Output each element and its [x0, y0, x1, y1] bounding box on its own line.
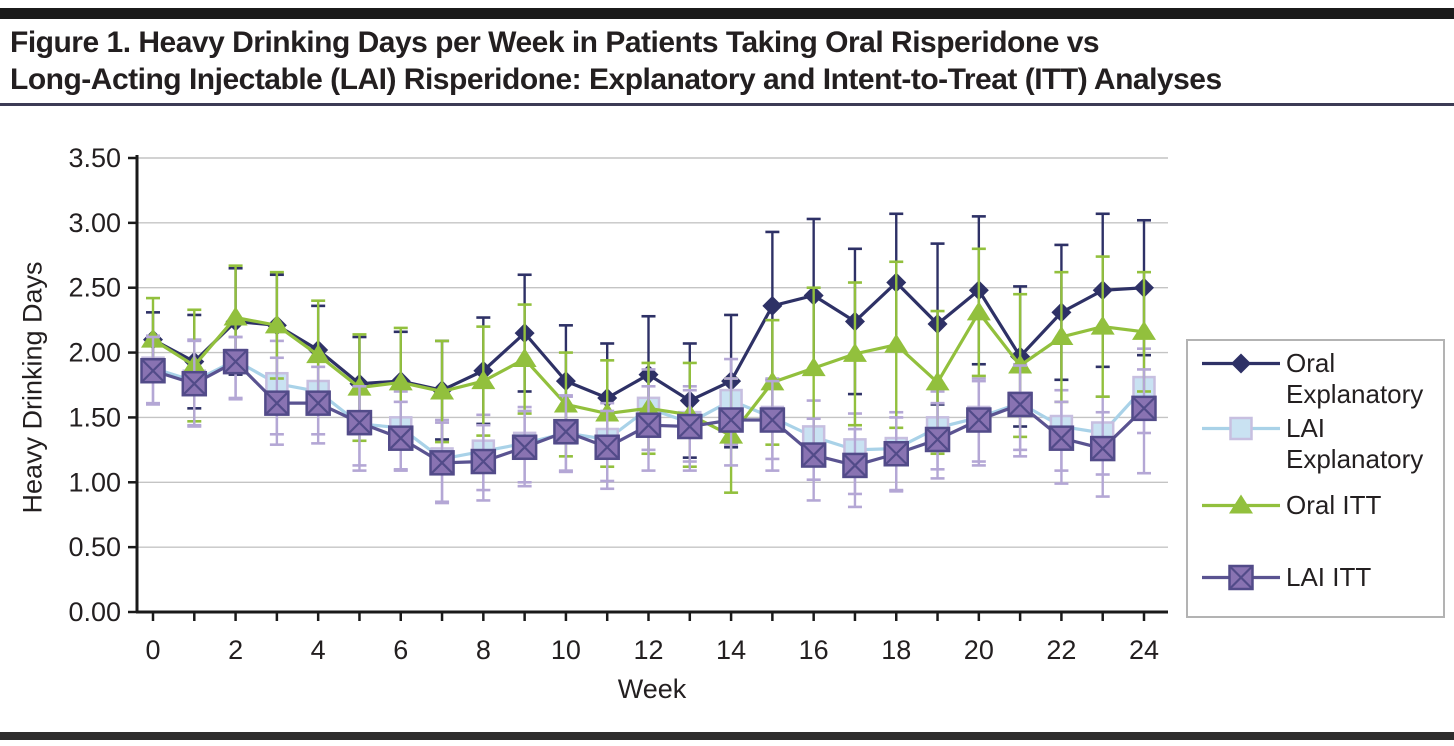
y-axis-label: Heavy Drinking Days [17, 261, 48, 514]
svg-text:2: 2 [228, 635, 243, 665]
svg-text:10: 10 [551, 635, 581, 665]
svg-text:2.00: 2.00 [68, 338, 121, 368]
svg-text:14: 14 [716, 635, 746, 665]
legend-item-lai-explanatory: LAI Explanatory [1200, 413, 1442, 475]
legend-label: Oral ITT [1286, 490, 1382, 520]
svg-text:0.00: 0.00 [68, 597, 121, 627]
legend-label: Oral Explanatory [1286, 348, 1424, 409]
legend-marker-oral-itt-icon [1202, 494, 1280, 514]
svg-text:0.50: 0.50 [68, 532, 121, 562]
svg-text:2.50: 2.50 [68, 273, 121, 303]
legend-marker-oral-explanatory-icon [1202, 353, 1280, 374]
svg-text:12: 12 [633, 635, 663, 665]
legend-label: LAI ITT [1286, 562, 1372, 592]
svg-text:3.50: 3.50 [68, 143, 121, 173]
top-rule-bar [0, 8, 1454, 19]
svg-text:18: 18 [881, 635, 911, 665]
svg-text:4: 4 [311, 635, 326, 665]
legend-label: LAI Explanatory [1286, 413, 1424, 474]
x-axis-label: Week [617, 674, 687, 704]
bottom-rule-bar [0, 732, 1454, 740]
svg-text:0: 0 [145, 635, 160, 665]
svg-text:22: 22 [1046, 635, 1076, 665]
svg-text:8: 8 [476, 635, 491, 665]
svg-text:16: 16 [799, 635, 829, 665]
figure-title: Figure 1. Heavy Drinking Days per Week i… [10, 24, 1450, 98]
svg-text:6: 6 [393, 635, 408, 665]
figure-title-line1: Figure 1. Heavy Drinking Days per Week i… [10, 26, 1100, 59]
legend-marker-lai-itt-icon [1202, 564, 1280, 591]
legend-item-lai-itt: LAI ITT [1200, 562, 1442, 593]
title-underline [0, 103, 1454, 106]
legend-item-oral-itt: Oral ITT [1200, 490, 1442, 521]
legend-marker-lai-explanatory-icon [1202, 416, 1280, 441]
legend-item-oral-explanatory: Oral Explanatory [1200, 348, 1442, 410]
axes: 0.000.501.001.502.002.503.003.500 2 4 6 8 10 1… [68, 143, 1168, 665]
svg-text:20: 20 [964, 635, 994, 665]
gridlines [137, 157, 1168, 548]
svg-text:3.00: 3.00 [68, 208, 121, 238]
series-lai-itt [140, 335, 1157, 509]
svg-text:24: 24 [1129, 635, 1159, 665]
svg-text:1.50: 1.50 [68, 402, 121, 432]
figure-title-line2: Long-Acting Injectable (LAI) Risperidone… [10, 63, 1222, 96]
svg-text:1.00: 1.00 [68, 467, 121, 497]
